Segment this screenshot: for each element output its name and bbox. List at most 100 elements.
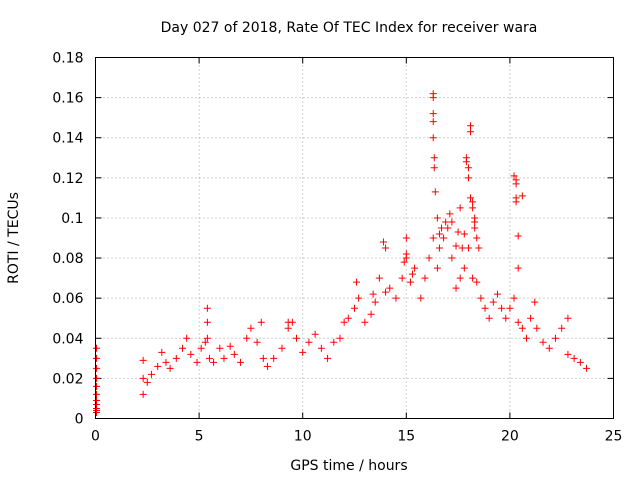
- data-point: [203, 334, 211, 342]
- data-point: [514, 232, 522, 240]
- data-point: [93, 390, 101, 398]
- data-point: [375, 274, 383, 282]
- data-point: [471, 218, 479, 226]
- data-point: [558, 324, 566, 332]
- y-tick-label: 0.16: [52, 91, 83, 107]
- y-tick-label: 0.08: [52, 251, 83, 267]
- data-point: [139, 374, 147, 382]
- data-point: [205, 354, 213, 362]
- data-point: [220, 354, 228, 362]
- data-point: [485, 314, 493, 322]
- data-point: [452, 284, 460, 292]
- data-point: [467, 122, 475, 130]
- data-point: [464, 174, 472, 182]
- data-point: [351, 304, 358, 312]
- data-point: [498, 304, 506, 312]
- data-point: [583, 364, 591, 372]
- y-tick-label: 0.14: [52, 131, 83, 147]
- data-point: [493, 290, 501, 298]
- x-tick-label: 25: [605, 429, 623, 445]
- x-tick-label: 15: [397, 429, 415, 445]
- data-point: [430, 164, 438, 172]
- data-point: [514, 318, 522, 326]
- data-point: [382, 244, 390, 252]
- data-point: [438, 224, 446, 232]
- data-point: [259, 354, 267, 362]
- data-point: [361, 318, 369, 326]
- data-point: [425, 254, 433, 262]
- data-point: [243, 334, 251, 342]
- y-tick-label: 0.18: [52, 51, 83, 67]
- data-point: [512, 180, 520, 188]
- data-point: [448, 218, 456, 226]
- data-point: [278, 344, 286, 352]
- x-tick-label: 10: [294, 429, 312, 445]
- data-point: [139, 390, 147, 398]
- data-point: [452, 242, 460, 250]
- data-point: [93, 354, 101, 362]
- data-point: [367, 310, 375, 318]
- data-point: [369, 290, 377, 298]
- data-point: [330, 338, 338, 346]
- data-point: [522, 334, 530, 342]
- data-point: [435, 244, 443, 252]
- data-point: [139, 356, 147, 364]
- data-point: [158, 348, 166, 356]
- data-point: [406, 278, 414, 286]
- data-point: [502, 314, 510, 322]
- data-point: [187, 350, 195, 358]
- y-axis-label: ROTI / TECUs: [6, 192, 22, 284]
- data-point: [471, 224, 479, 232]
- data-point: [230, 350, 238, 358]
- data-point: [506, 304, 514, 312]
- data-point: [421, 274, 429, 282]
- data-point: [93, 382, 101, 390]
- data-point: [355, 294, 363, 302]
- data-point: [576, 358, 584, 366]
- data-point: [442, 218, 450, 226]
- data-point: [237, 358, 245, 366]
- data-point: [201, 338, 209, 346]
- data-point: [518, 324, 526, 332]
- data-point: [402, 234, 410, 242]
- data-point: [429, 110, 437, 118]
- y-tick-label: 0.1: [61, 211, 83, 227]
- data-point: [467, 194, 475, 202]
- data-point: [340, 318, 348, 326]
- data-point: [435, 230, 443, 238]
- data-point: [93, 408, 101, 416]
- data-point: [518, 192, 526, 200]
- data-point: [460, 230, 468, 238]
- data-point: [226, 342, 234, 350]
- data-point: [143, 378, 151, 386]
- data-point: [429, 134, 437, 142]
- data-point: [263, 362, 271, 370]
- data-point: [371, 298, 379, 306]
- data-point: [154, 362, 162, 370]
- data-point: [514, 264, 522, 272]
- data-point: [448, 254, 456, 262]
- axis-ticks: [95, 57, 614, 419]
- data-point: [247, 324, 255, 332]
- y-tick-label: 0: [75, 412, 84, 428]
- data-point: [510, 172, 518, 180]
- data-point: [440, 234, 448, 242]
- data-point: [564, 314, 572, 322]
- data-point: [400, 258, 408, 266]
- data-point: [317, 344, 325, 352]
- data-point: [433, 214, 441, 222]
- data-point: [477, 294, 485, 302]
- data-point: [431, 188, 439, 196]
- data-point: [292, 334, 300, 342]
- data-point: [473, 278, 481, 286]
- data-point: [533, 324, 541, 332]
- data-point: [93, 374, 101, 382]
- x-tick-labels: 0 5 10 15 20 25: [91, 429, 622, 445]
- data-point: [429, 234, 437, 242]
- data-point: [551, 334, 559, 342]
- data-point: [409, 270, 417, 278]
- data-point: [469, 198, 477, 206]
- data-point: [429, 118, 437, 126]
- data-point: [411, 264, 419, 272]
